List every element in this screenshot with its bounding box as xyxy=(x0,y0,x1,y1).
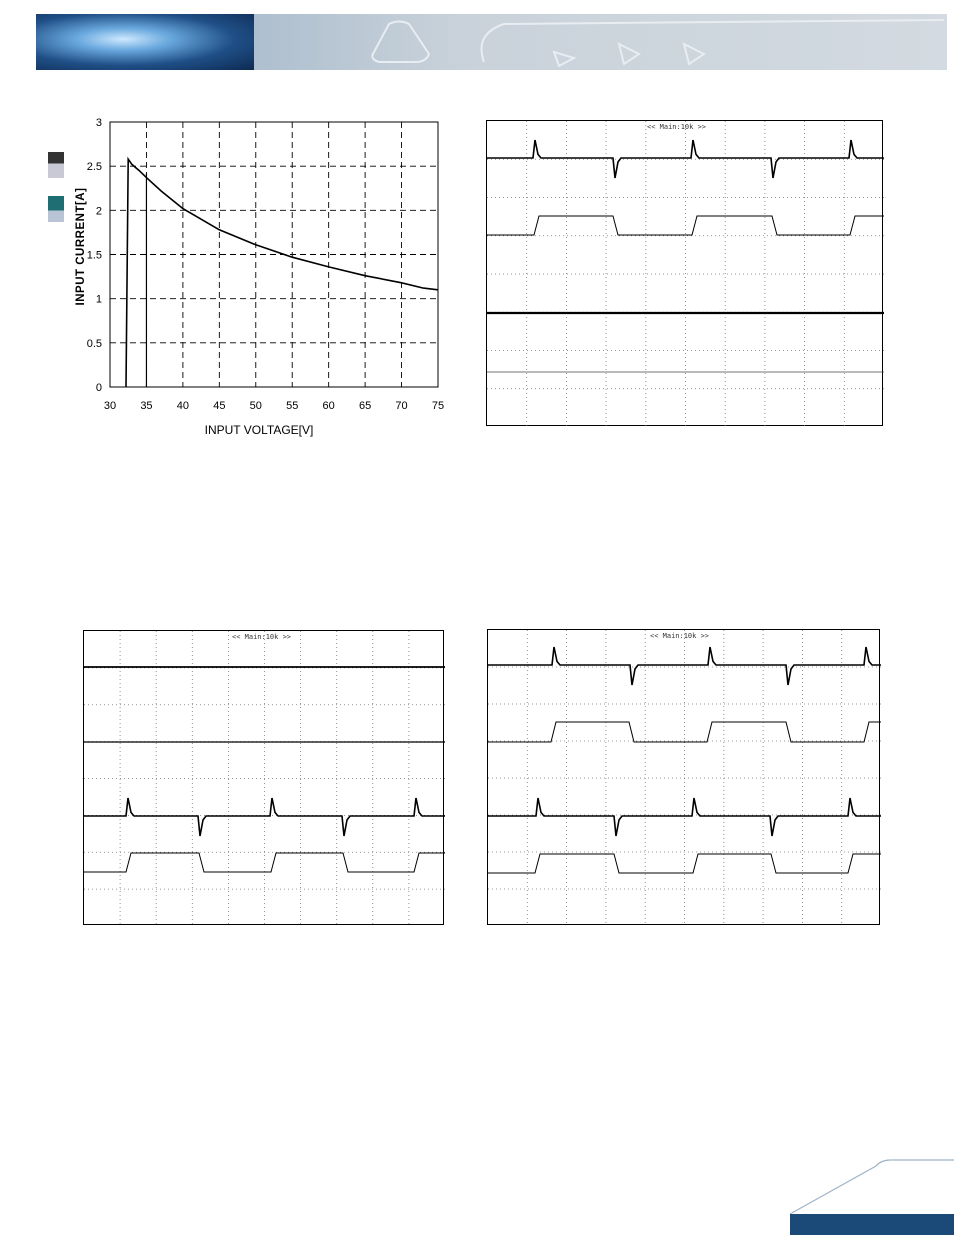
x-tick-label: 40 xyxy=(177,400,189,412)
scope-trace-spikes xyxy=(84,797,445,837)
footer-bar xyxy=(790,1214,954,1235)
scope-traces xyxy=(84,631,445,926)
banner-outline-shapes xyxy=(371,19,945,68)
banner-photo xyxy=(36,14,254,70)
y-tick-label: 2.5 xyxy=(87,161,102,173)
y-tick-label: 0.5 xyxy=(87,338,102,350)
footer-curve xyxy=(789,1159,954,1215)
y-axis-label: INPUT CURRENT[A] xyxy=(75,188,87,306)
y-tick-label: 2 xyxy=(96,205,102,217)
scope-trace-spikes xyxy=(487,139,884,179)
scope-trace-square xyxy=(488,721,881,743)
y-tick-label: 1 xyxy=(96,294,102,306)
scope-trace-spikes xyxy=(488,646,881,686)
x-tick-label: 75 xyxy=(432,400,444,412)
scope-traces xyxy=(487,121,884,427)
x-tick-label: 70 xyxy=(395,400,407,412)
scope-trace-square xyxy=(487,215,884,236)
x-tick-label: 45 xyxy=(213,400,225,412)
x-tick-label: 50 xyxy=(250,400,262,412)
scope-traces xyxy=(488,630,881,926)
header-banner xyxy=(36,14,947,70)
banner-graphic xyxy=(254,14,947,70)
x-axis-label: INPUT VOLTAGE[V] xyxy=(205,423,314,437)
scope-trace-square xyxy=(84,852,445,873)
x-tick-label: 65 xyxy=(359,400,371,412)
x-tick-label: 30 xyxy=(104,400,116,412)
y-tick-label: 0 xyxy=(96,382,102,394)
y-tick-label: 1.5 xyxy=(87,250,102,262)
scope-title: << Main:10k >> xyxy=(647,123,707,131)
scope-bottom-left: << Main:10k >> xyxy=(83,630,445,926)
x-tick-label: 35 xyxy=(140,400,152,412)
scope-trace-square xyxy=(488,853,881,874)
scope-title: << Main:10k >> xyxy=(232,633,292,641)
chart-svg: 30 35 40 45 50 55 60 65 70 75 0 0.5 1 1.5 2 2.5 3 INPUT V… xyxy=(75,117,444,437)
y-tick-label: 3 xyxy=(96,117,102,129)
x-tick-label: 60 xyxy=(323,400,335,412)
x-tick-label: 55 xyxy=(286,400,298,412)
scope-bottom-right: << Main:10k >> xyxy=(487,629,881,926)
scope-trace-spikes xyxy=(488,797,881,837)
legend-swatch-dark xyxy=(48,152,64,178)
scope-top-right: << Main:10k >> xyxy=(486,120,884,427)
scope-title: << Main:10k >> xyxy=(650,632,710,640)
footer-decoration xyxy=(786,1158,954,1218)
input-current-chart: 30 35 40 45 50 55 60 65 70 75 0 0.5 1 1.5 2 2.5 3 INPUT V… xyxy=(40,110,460,450)
series-line xyxy=(125,156,439,388)
legend-swatch-teal xyxy=(48,196,64,222)
